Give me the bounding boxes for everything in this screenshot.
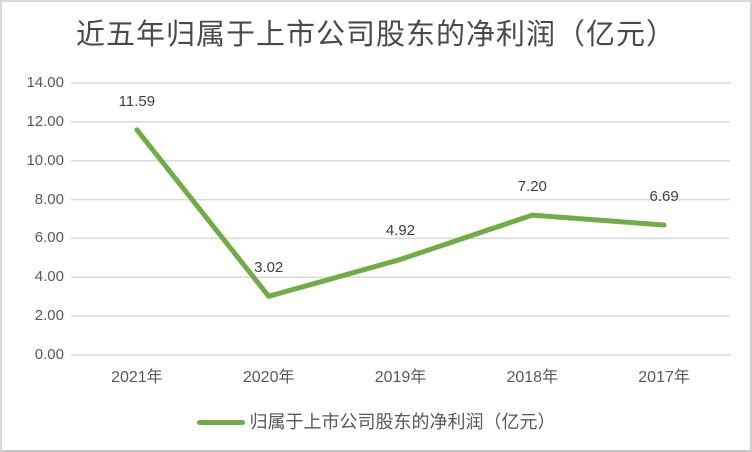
y-axis-tick-label: 2.00 [34, 307, 64, 325]
data-point-label: 11.59 [118, 92, 156, 110]
data-point-label: 7.20 [517, 178, 547, 196]
x-axis-label: 2020年 [242, 369, 295, 386]
y-axis-tick-label: 10.00 [26, 151, 64, 169]
x-axis-label: 2017年 [638, 369, 690, 386]
y-axis-tick-label: 8.00 [34, 190, 64, 208]
chart-title: 近五年归属于上市公司股东的净利润（亿元） [75, 17, 676, 51]
data-point-label: 3.02 [254, 259, 284, 277]
data-point-label: 6.69 [649, 188, 679, 206]
legend-label: 归属于上市公司股东的净利润（亿元） [249, 412, 556, 432]
y-axis-tick-label: 14.00 [26, 74, 64, 91]
y-axis-tick-label: 4.00 [34, 268, 64, 286]
y-axis-tick-label: 12.00 [26, 112, 64, 130]
x-axis-label: 2018年 [506, 369, 559, 386]
x-axis-label: 2021年 [111, 369, 163, 386]
legend: 归属于上市公司股东的净利润（亿元） [2, 409, 750, 435]
y-axis-tick-label: 6.00 [34, 229, 64, 247]
y-axis-tick-label: 0.00 [34, 346, 64, 363]
data-point-label: 4.92 [385, 222, 416, 240]
x-axis-label: 2019年 [374, 369, 427, 386]
legend-line-swatch-icon [196, 419, 245, 425]
series-line [134, 127, 667, 299]
